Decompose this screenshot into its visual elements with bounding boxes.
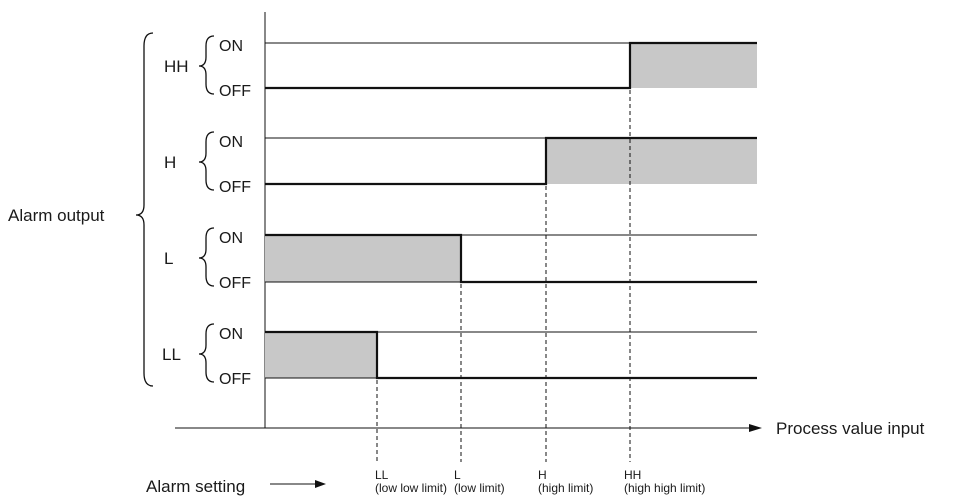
state-brace — [198, 323, 215, 383]
alarm-setting-label: Alarm setting — [146, 477, 245, 496]
state-brace — [198, 227, 215, 287]
setpoint-description: (low low limit) — [375, 481, 447, 495]
output-waveform — [265, 136, 757, 186]
on-region — [265, 235, 461, 282]
output-waveform — [265, 330, 757, 380]
on-label: ON — [219, 326, 243, 343]
off-label: OFF — [219, 275, 251, 292]
output-waveform — [265, 41, 757, 90]
setpoint-hh: HH (high high limit) — [624, 468, 705, 495]
setpoint-l: L (low limit) — [454, 468, 505, 495]
on-label: ON — [219, 230, 243, 247]
setpoint-code: L — [454, 468, 461, 482]
state-brace — [198, 131, 215, 191]
alarm-row-l: L ON OFF — [164, 227, 757, 292]
on-region — [265, 332, 377, 378]
alarm-row-h: H ON OFF — [164, 131, 757, 196]
setpoint-ll: LL (low low limit) — [375, 468, 447, 495]
alarm-output-label: Alarm output — [8, 206, 105, 225]
state-brace — [198, 35, 215, 95]
setpoint-code: H — [538, 468, 547, 482]
off-label: OFF — [219, 371, 251, 388]
axis-arrowhead — [749, 424, 762, 432]
alarm-name: HH — [164, 57, 189, 76]
alarm-name: H — [164, 153, 176, 172]
setpoint-h: H (high limit) — [538, 468, 593, 495]
off-label: OFF — [219, 83, 251, 100]
setpoint-description: (low limit) — [454, 481, 505, 495]
output-waveform — [265, 233, 757, 284]
off-label: OFF — [219, 179, 251, 196]
alarm-name: LL — [162, 345, 181, 364]
alarm-output-brace — [135, 32, 154, 387]
alarm-row-hh: HH ON OFF — [164, 35, 757, 100]
setpoint-description: (high limit) — [538, 481, 593, 495]
on-label: ON — [219, 38, 243, 55]
on-label: ON — [219, 134, 243, 151]
alarm-row-ll: LL ON OFF — [162, 323, 757, 388]
on-region — [546, 138, 757, 184]
process-value-axis-label: Process value input — [776, 419, 925, 438]
setpoint-description: (high high limit) — [624, 481, 705, 495]
on-region — [630, 43, 757, 88]
alarm-setting-arrowhead — [315, 480, 326, 488]
setpoint-code: LL — [375, 468, 389, 482]
alarm-name: L — [164, 249, 173, 268]
setpoint-code: HH — [624, 468, 641, 482]
